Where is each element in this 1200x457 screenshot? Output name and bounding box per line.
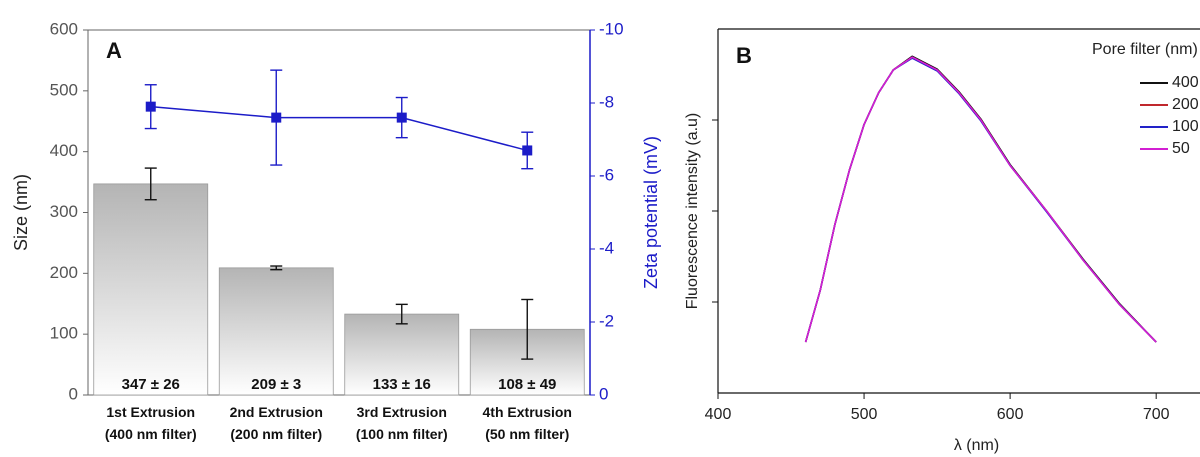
legend-label: 100 (1172, 118, 1199, 135)
legend-label: 200 (1172, 96, 1199, 113)
error-bar (521, 298, 534, 360)
x-tick-label: 2nd Extrusion (200 nm filter) (230, 404, 323, 442)
y2-tick-label: -10 (599, 19, 624, 38)
value-label: 209 ± 3 (251, 376, 301, 393)
x-tick-label: 700 (1143, 406, 1170, 423)
x-tick-label: 600 (997, 406, 1024, 423)
y-tick-label: 400 (50, 141, 78, 160)
y-tick-label: 600 (50, 19, 78, 38)
x-tick-label: 1st Extrusion (400 nm filter) (105, 404, 197, 442)
y-tick-label: 200 (50, 263, 78, 282)
error-bar (395, 303, 408, 325)
spectrum-line (804, 56, 1157, 343)
y2-tick-label: -8 (599, 92, 614, 111)
y2-tick-label: -4 (599, 238, 614, 257)
y-tick-label: 100 (50, 324, 78, 343)
legend-label: 50 (1172, 140, 1190, 157)
y-axis-label: Size (nm) (11, 174, 31, 251)
x-axis-label: λ (nm) (954, 437, 999, 454)
zeta-point (522, 145, 533, 156)
y-axis-label: Fluorescence intensity (a.u) (684, 113, 701, 310)
x-tick-label: 500 (851, 406, 878, 423)
panel-label: A (106, 38, 122, 63)
x-tick-label: 4th Extrusion (50 nm filter) (483, 404, 572, 442)
zeta-point (396, 112, 407, 123)
zeta-point (145, 101, 156, 112)
zeta-point (271, 112, 282, 123)
bar (469, 328, 585, 396)
y2-tick-label: -6 (599, 165, 614, 184)
spectrum-line (804, 57, 1157, 343)
panel-b: 400 500 600 700 λ (nm) Fluorescence intensity… (684, 28, 1200, 454)
error-bar (270, 265, 283, 271)
y-tick-label: 0 (69, 384, 78, 403)
y-tick-label: 500 (50, 80, 78, 99)
x-tick-label: 400 (705, 406, 732, 423)
bar (218, 267, 334, 396)
error-bar (144, 167, 157, 201)
bar (344, 313, 460, 396)
value-label: 133 ± 16 (373, 376, 431, 393)
value-label: 108 ± 49 (498, 376, 556, 393)
y-tick-label: 300 (50, 202, 78, 221)
value-label: 347 ± 26 (122, 376, 180, 393)
y2-axis-label: Zeta potential (mV) (641, 136, 661, 289)
x-tick-label: 3rd Extrusion (100 nm filter) (356, 404, 448, 442)
legend-label: 400 (1172, 74, 1199, 91)
y2-tick-label: 0 (599, 384, 608, 403)
spectrum-line (804, 56, 1157, 343)
bar (93, 183, 209, 396)
panel-label: B (736, 43, 752, 68)
legend-title: Pore filter (nm) (1092, 41, 1198, 58)
spectrum-line (804, 55, 1157, 343)
y2-tick-label: -2 (599, 311, 614, 330)
zeta-line (150, 105, 528, 152)
panel-a: 0 100 200 300 400 500 600 0 -2 -4 -6 -8 -10 Size (nm)… (11, 19, 661, 441)
